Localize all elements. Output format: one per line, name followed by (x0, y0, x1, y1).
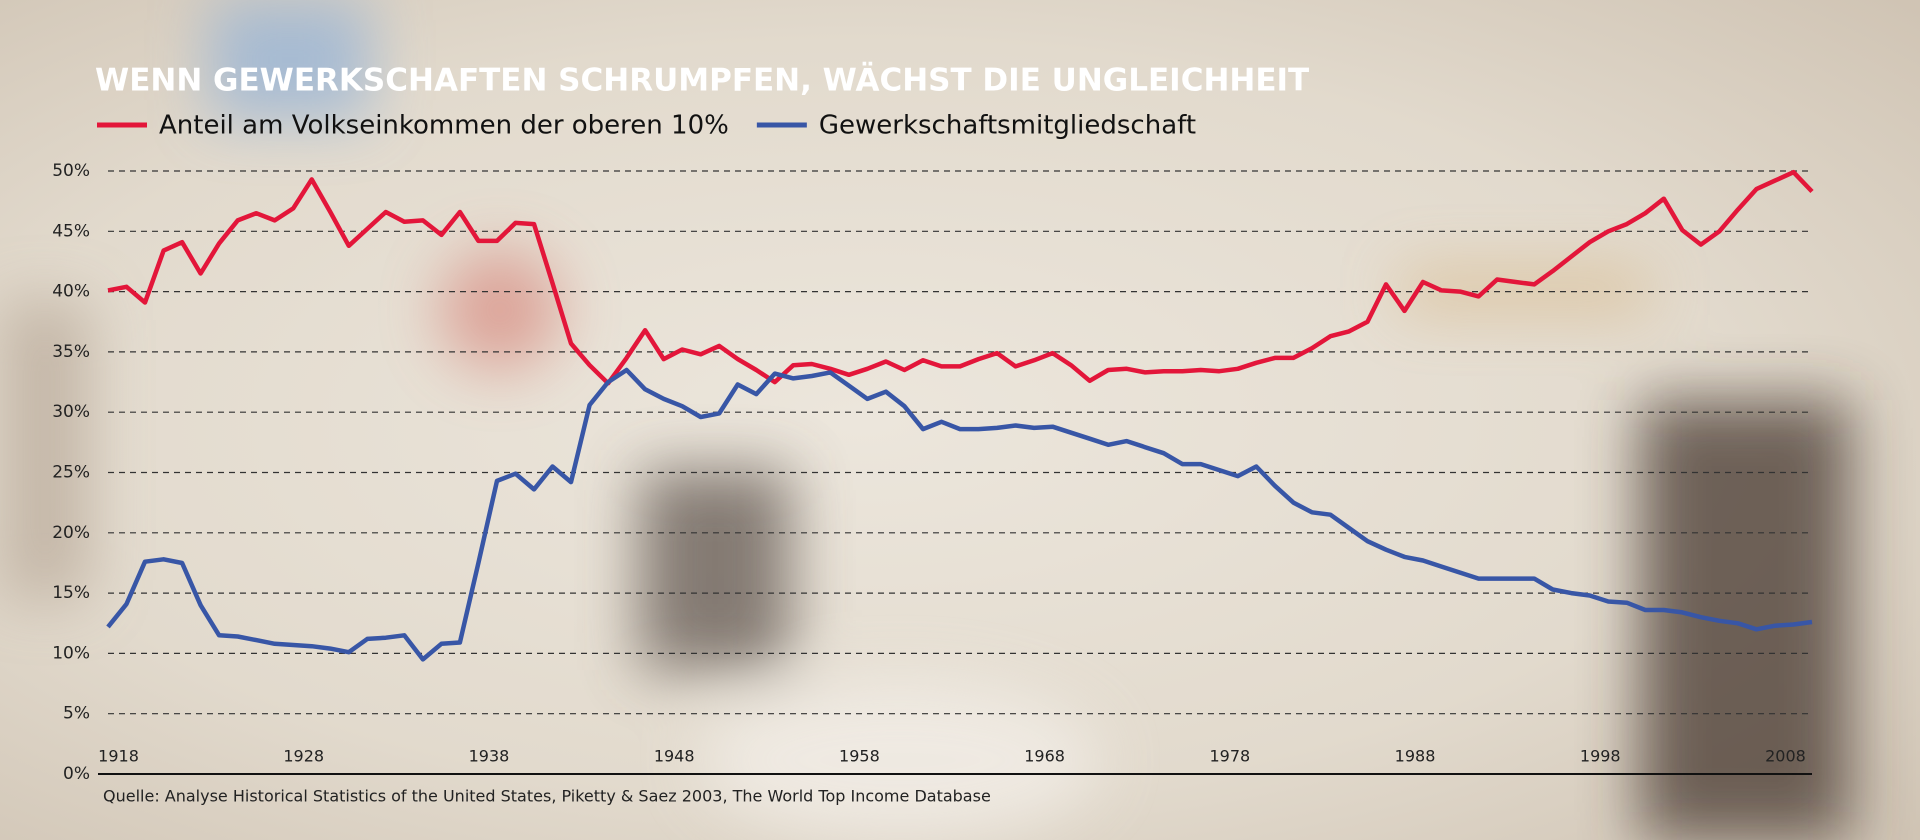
series-line (107, 169, 1814, 386)
x-tick-label: 1968 (1024, 747, 1065, 766)
source: Quelle: Analyse Historical Statistics of… (103, 787, 991, 806)
chart-title: WENN GEWERKSCHAFTEN SCHRUMPFEN, WÄCHST D… (95, 63, 1309, 99)
y-tick-label: 30% (52, 402, 90, 422)
series-line (106, 367, 1813, 662)
x-tick-label: 1938 (469, 747, 510, 766)
legend-label: Gewerkschaftsmitgliedschaft (819, 111, 1196, 141)
x-tick-label: 2008 (1765, 747, 1806, 766)
y-tick-label: 40% (52, 282, 90, 302)
y-tick-label: 0% (63, 764, 90, 784)
y-tick-label: 45% (52, 221, 90, 241)
x-tick-label: 1918 (98, 747, 139, 766)
y-tick-label: 5% (63, 704, 90, 724)
legend: Anteil am Volkseinkommen der oberen 10% G… (97, 111, 1196, 141)
x-tick-label: 1928 (283, 747, 324, 766)
y-tick-label: 10% (52, 643, 90, 663)
x-tick-label: 1998 (1580, 747, 1621, 766)
y-tick-label: 35% (52, 342, 90, 362)
x-tick-label: 1958 (839, 747, 880, 766)
x-tick-label: 1988 (1395, 747, 1436, 766)
y-tick-label: 25% (52, 463, 90, 483)
legend-label: Anteil am Volkseinkommen der oberen 10% (159, 111, 729, 141)
y-tick-label: 15% (52, 583, 90, 603)
x-tick-label: 1978 (1209, 747, 1250, 766)
y-tick-label: 20% (52, 523, 90, 543)
background-blur (0, 0, 1850, 840)
x-tick-label: 1948 (654, 747, 695, 766)
y-tick-label: 50% (52, 161, 90, 181)
